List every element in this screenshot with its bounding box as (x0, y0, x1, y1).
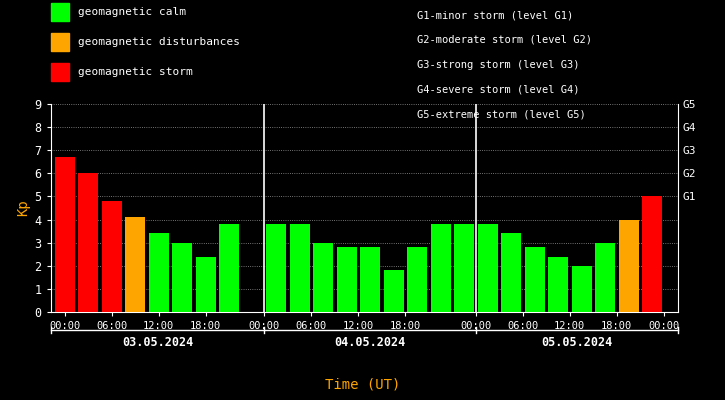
Bar (431, 224, 451, 312)
Bar (266, 224, 286, 312)
Bar (571, 266, 592, 312)
Bar (501, 234, 521, 312)
Text: Time (UT): Time (UT) (325, 377, 400, 391)
Bar (595, 243, 615, 312)
Text: 04.05.2024: 04.05.2024 (334, 336, 406, 348)
Bar (454, 224, 474, 312)
Bar (196, 256, 216, 312)
Bar (125, 217, 145, 312)
Bar (78, 173, 99, 312)
Bar (478, 224, 497, 312)
Bar (219, 224, 239, 312)
Bar (360, 247, 380, 312)
Text: geomagnetic calm: geomagnetic calm (78, 7, 186, 17)
Bar (384, 270, 404, 312)
Y-axis label: Kp: Kp (17, 200, 30, 216)
Text: G3-strong storm (level G3): G3-strong storm (level G3) (417, 60, 579, 70)
Bar (149, 234, 169, 312)
Bar (642, 196, 662, 312)
Bar (102, 201, 122, 312)
Bar (407, 247, 427, 312)
Text: 03.05.2024: 03.05.2024 (122, 336, 194, 348)
Text: geomagnetic storm: geomagnetic storm (78, 67, 192, 77)
Text: geomagnetic disturbances: geomagnetic disturbances (78, 37, 239, 47)
Bar (290, 224, 310, 312)
Bar (548, 256, 568, 312)
Bar (618, 220, 639, 312)
Text: G1-minor storm (level G1): G1-minor storm (level G1) (417, 10, 573, 20)
Text: 05.05.2024: 05.05.2024 (542, 336, 613, 348)
Bar (55, 157, 75, 312)
Text: G4-severe storm (level G4): G4-severe storm (level G4) (417, 84, 579, 94)
Bar (525, 247, 544, 312)
Bar (173, 243, 192, 312)
Text: G2-moderate storm (level G2): G2-moderate storm (level G2) (417, 35, 592, 45)
Bar (313, 243, 334, 312)
Bar (336, 247, 357, 312)
Text: G5-extreme storm (level G5): G5-extreme storm (level G5) (417, 109, 586, 119)
